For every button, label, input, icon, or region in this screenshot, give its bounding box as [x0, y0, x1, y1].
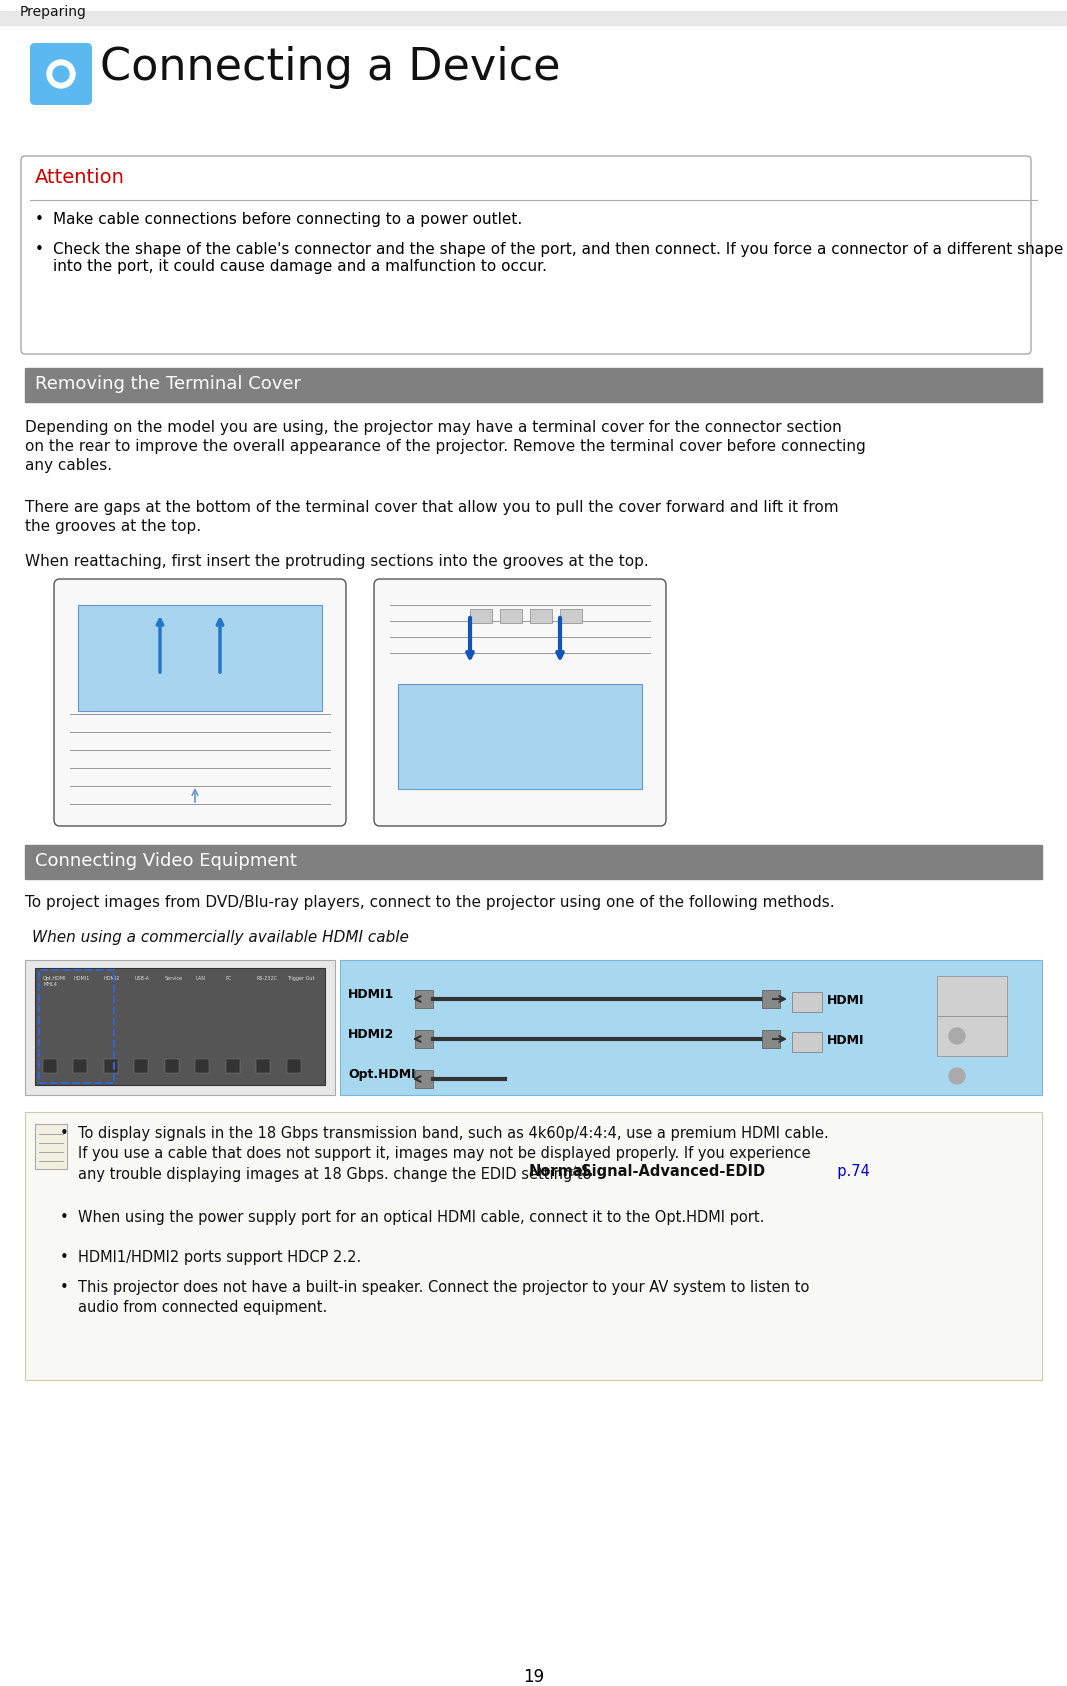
Text: Check the shape of the cable's connector and the shape of the port, and then con: Check the shape of the cable's connector… [53, 243, 1064, 275]
Bar [225, 1059, 240, 1072]
Text: on the rear to improve the overall appearance of the projector. Remove the termi: on the rear to improve the overall appea… [25, 438, 865, 454]
Bar [762, 1030, 780, 1049]
Bar [792, 1032, 822, 1052]
Text: •: • [35, 212, 44, 228]
Text: Trigger Out: Trigger Out [287, 976, 314, 981]
Text: To display signals in the 18 Gbps transmission band, such as 4k60p/4:4:4, use a : To display signals in the 18 Gbps transm… [78, 1126, 829, 1182]
Text: Make cable connections before connecting to a power outlet.: Make cable connections before connecting… [53, 212, 522, 228]
Bar [792, 991, 822, 1012]
Bar [25, 845, 1042, 878]
Bar [35, 968, 325, 1086]
Bar [164, 1059, 179, 1072]
Text: Connecting a Device: Connecting a Device [100, 46, 560, 89]
Text: •: • [60, 1211, 68, 1226]
Text: There are gaps at the bottom of the terminal cover that allow you to pull the co: There are gaps at the bottom of the term… [25, 501, 839, 514]
Bar [78, 605, 322, 711]
FancyBboxPatch shape [54, 578, 346, 826]
Text: 19: 19 [523, 1667, 544, 1686]
Text: PC: PC [225, 976, 232, 981]
Bar [500, 609, 522, 624]
Circle shape [53, 66, 69, 83]
Text: Depending on the model you are using, the projector may have a terminal cover fo: Depending on the model you are using, th… [25, 420, 842, 435]
Bar [937, 1017, 1007, 1055]
Bar [415, 1030, 433, 1049]
Bar [256, 1059, 270, 1072]
Text: •: • [35, 243, 44, 256]
Bar [195, 1059, 209, 1072]
Bar [25, 959, 335, 1094]
Text: HDMI2: HDMI2 [348, 1028, 394, 1040]
Bar [0, 12, 1067, 25]
Text: HDMI1: HDMI1 [74, 976, 90, 981]
Bar [39, 969, 114, 1082]
Text: When using the power supply port for an optical HDMI cable, connect it to the Op: When using the power supply port for an … [78, 1211, 764, 1226]
Text: p.74: p.74 [828, 1163, 870, 1179]
Bar [340, 959, 1042, 1094]
Text: Normal.: Normal. [529, 1163, 594, 1179]
Text: Connecting Video Equipment: Connecting Video Equipment [35, 851, 297, 870]
Bar [415, 990, 433, 1008]
Text: HDMI1: HDMI1 [348, 988, 394, 1001]
Bar [0, 19, 1067, 22]
Bar [469, 609, 492, 624]
Bar [25, 1113, 1042, 1381]
Text: •: • [60, 1249, 68, 1264]
FancyBboxPatch shape [21, 157, 1031, 354]
Bar [530, 609, 552, 624]
Text: USB-A: USB-A [134, 976, 149, 981]
Bar [398, 685, 642, 789]
Text: HDMI2: HDMI2 [103, 976, 121, 981]
Circle shape [949, 1067, 965, 1084]
FancyBboxPatch shape [30, 44, 92, 105]
Text: Opt.HDMI: Opt.HDMI [348, 1067, 416, 1081]
Text: Opt.HDMI
MHL4: Opt.HDMI MHL4 [43, 976, 66, 986]
Bar [560, 609, 582, 624]
Text: Preparing: Preparing [20, 5, 86, 19]
Bar [74, 1059, 87, 1072]
Bar [134, 1059, 148, 1072]
Text: HDMI: HDMI [827, 995, 864, 1007]
Text: the grooves at the top.: the grooves at the top. [25, 519, 201, 534]
Bar [103, 1059, 117, 1072]
Bar [35, 1125, 67, 1168]
Bar [415, 1071, 433, 1087]
Bar [25, 368, 1042, 401]
Text: •: • [60, 1280, 68, 1295]
Text: RS-232C: RS-232C [256, 976, 277, 981]
Circle shape [949, 1028, 965, 1044]
Text: HDMI1/HDMI2 ports support HDCP 2.2.: HDMI1/HDMI2 ports support HDCP 2.2. [78, 1249, 362, 1264]
FancyBboxPatch shape [375, 578, 666, 826]
Bar [43, 1059, 57, 1072]
Text: HDMI: HDMI [827, 1034, 864, 1047]
Text: This projector does not have a built-in speaker. Connect the projector to your A: This projector does not have a built-in … [78, 1280, 810, 1315]
Text: To project images from DVD/Blu-ray players, connect to the projector using one o: To project images from DVD/Blu-ray playe… [25, 895, 834, 910]
Text: When using a commercially available HDMI cable: When using a commercially available HDMI… [32, 931, 409, 944]
Text: Removing the Terminal Cover: Removing the Terminal Cover [35, 374, 301, 393]
Bar [937, 976, 1007, 1017]
Text: LAN: LAN [195, 976, 205, 981]
Text: any cables.: any cables. [25, 459, 112, 474]
Circle shape [47, 61, 75, 88]
Text: •: • [60, 1126, 68, 1141]
Text: ☆Signal-Advanced-EDID: ☆Signal-Advanced-EDID [568, 1163, 765, 1179]
Text: When reattaching, first insert the protruding sections into the grooves at the t: When reattaching, first insert the protr… [25, 555, 649, 568]
Text: Attention: Attention [35, 169, 125, 187]
Bar [762, 990, 780, 1008]
Bar [287, 1059, 301, 1072]
Text: Service: Service [164, 976, 182, 981]
